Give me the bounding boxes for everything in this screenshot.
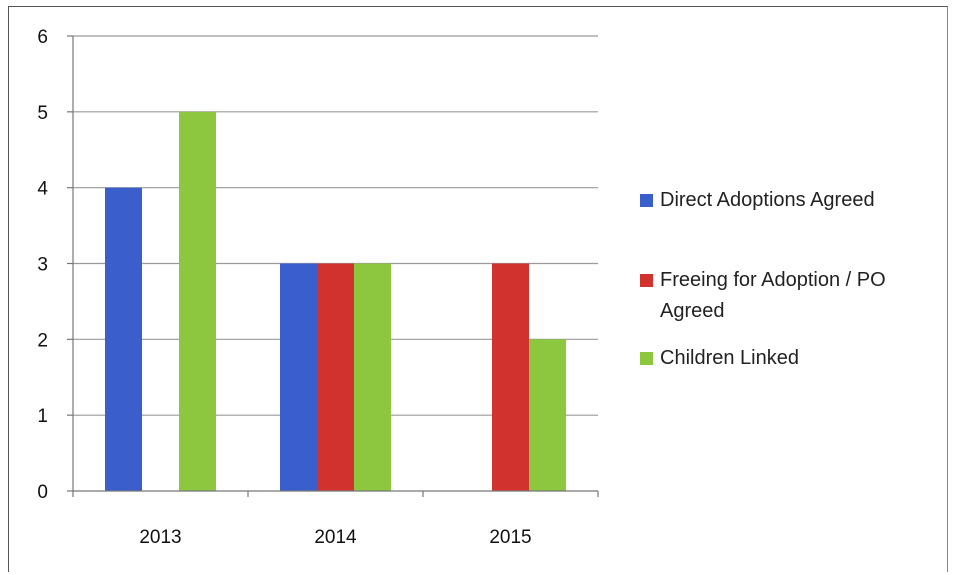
legend-item-children-linked: Children Linked <box>640 343 930 374</box>
y-tick-label: 6 <box>37 27 48 48</box>
y-tick-label: 5 <box>37 103 48 124</box>
legend-swatch <box>640 274 653 287</box>
bar <box>105 187 142 491</box>
bars <box>105 111 566 491</box>
legend-label: Freeing for Adoption / PO Agreed <box>660 269 886 322</box>
chart-frame <box>8 6 948 572</box>
legend-swatch <box>640 352 653 365</box>
bar <box>280 263 317 491</box>
x-tick-labels: 2013 2014 2015 <box>139 527 531 548</box>
x-tick-label: 2015 <box>489 527 531 548</box>
x-tick-label: 2013 <box>139 527 181 548</box>
y-tick-label: 1 <box>37 406 48 427</box>
axes <box>67 35 599 497</box>
legend-item-direct-adoptions: Direct Adoptions Agreed <box>640 185 930 216</box>
legend-swatch <box>640 194 653 207</box>
legend-label: Children Linked <box>660 347 799 369</box>
y-tick-label: 0 <box>37 482 48 503</box>
x-tick-label: 2014 <box>314 527 357 548</box>
y-tick-label: 2 <box>37 330 48 351</box>
bar <box>492 263 529 491</box>
bar <box>317 263 354 491</box>
legend-label: Direct Adoptions Agreed <box>660 189 875 211</box>
bar <box>354 263 391 491</box>
y-tick-label: 3 <box>37 255 48 276</box>
y-tick-labels: 0 1 2 3 4 5 6 <box>37 27 48 503</box>
y-tick-label: 4 <box>37 179 48 200</box>
legend-item-freeing-for-adoption: Freeing for Adoption / PO Agreed <box>640 265 930 327</box>
bar <box>529 339 566 491</box>
bar <box>179 111 216 491</box>
